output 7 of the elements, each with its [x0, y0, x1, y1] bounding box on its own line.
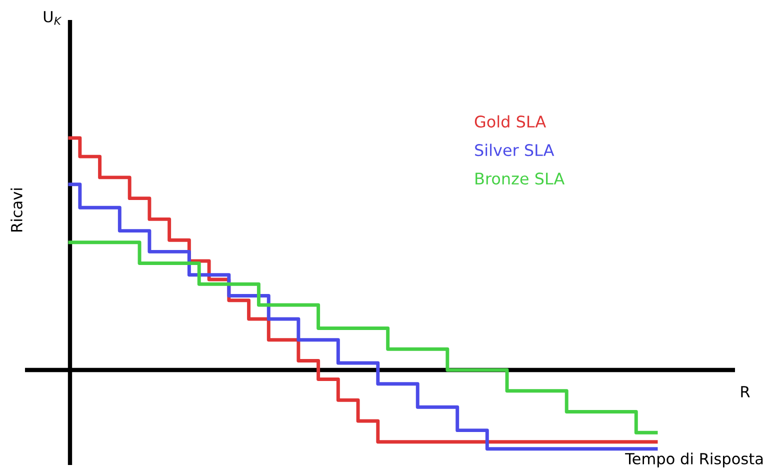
x-axis-title: Tempo di Risposta	[625, 452, 763, 468]
text: Bronze SLA	[476, 172, 565, 185]
text: R	[741, 386, 750, 398]
text: Gold SLA	[474, 115, 546, 128]
text: Silver SLA	[475, 144, 554, 156]
text: U$_{K}$	[44, 11, 62, 25]
y-axis-title: Ricavi	[10, 188, 22, 232]
